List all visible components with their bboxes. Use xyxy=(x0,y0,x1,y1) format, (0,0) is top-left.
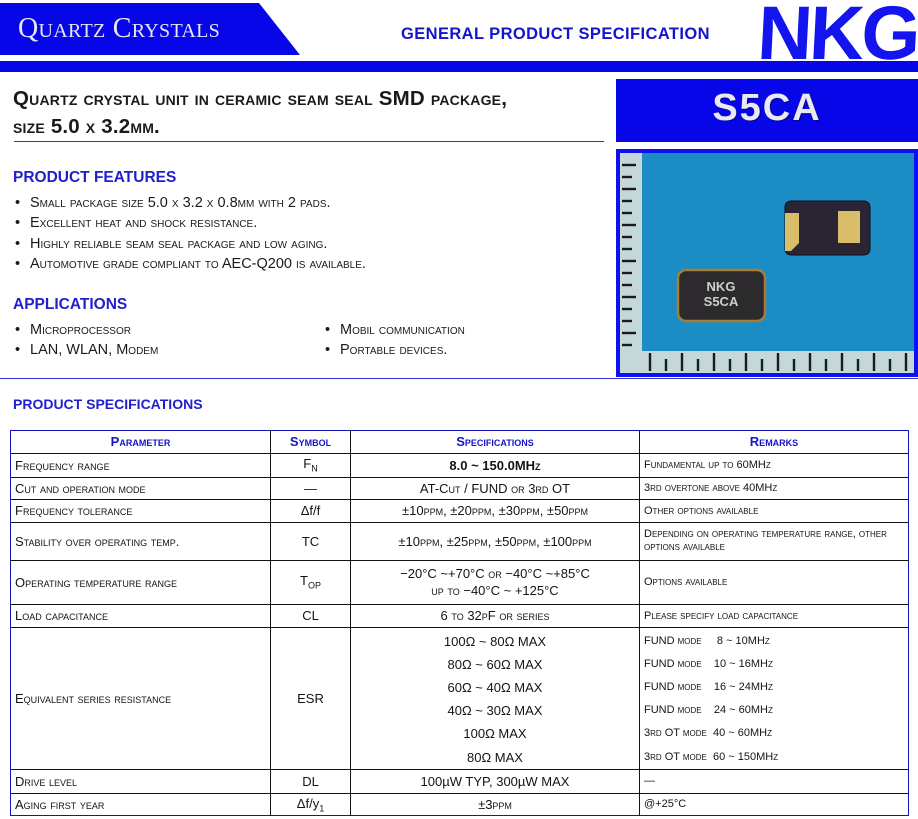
svg-text:S5CA: S5CA xyxy=(704,294,739,309)
svg-text:NKG: NKG xyxy=(707,279,736,294)
